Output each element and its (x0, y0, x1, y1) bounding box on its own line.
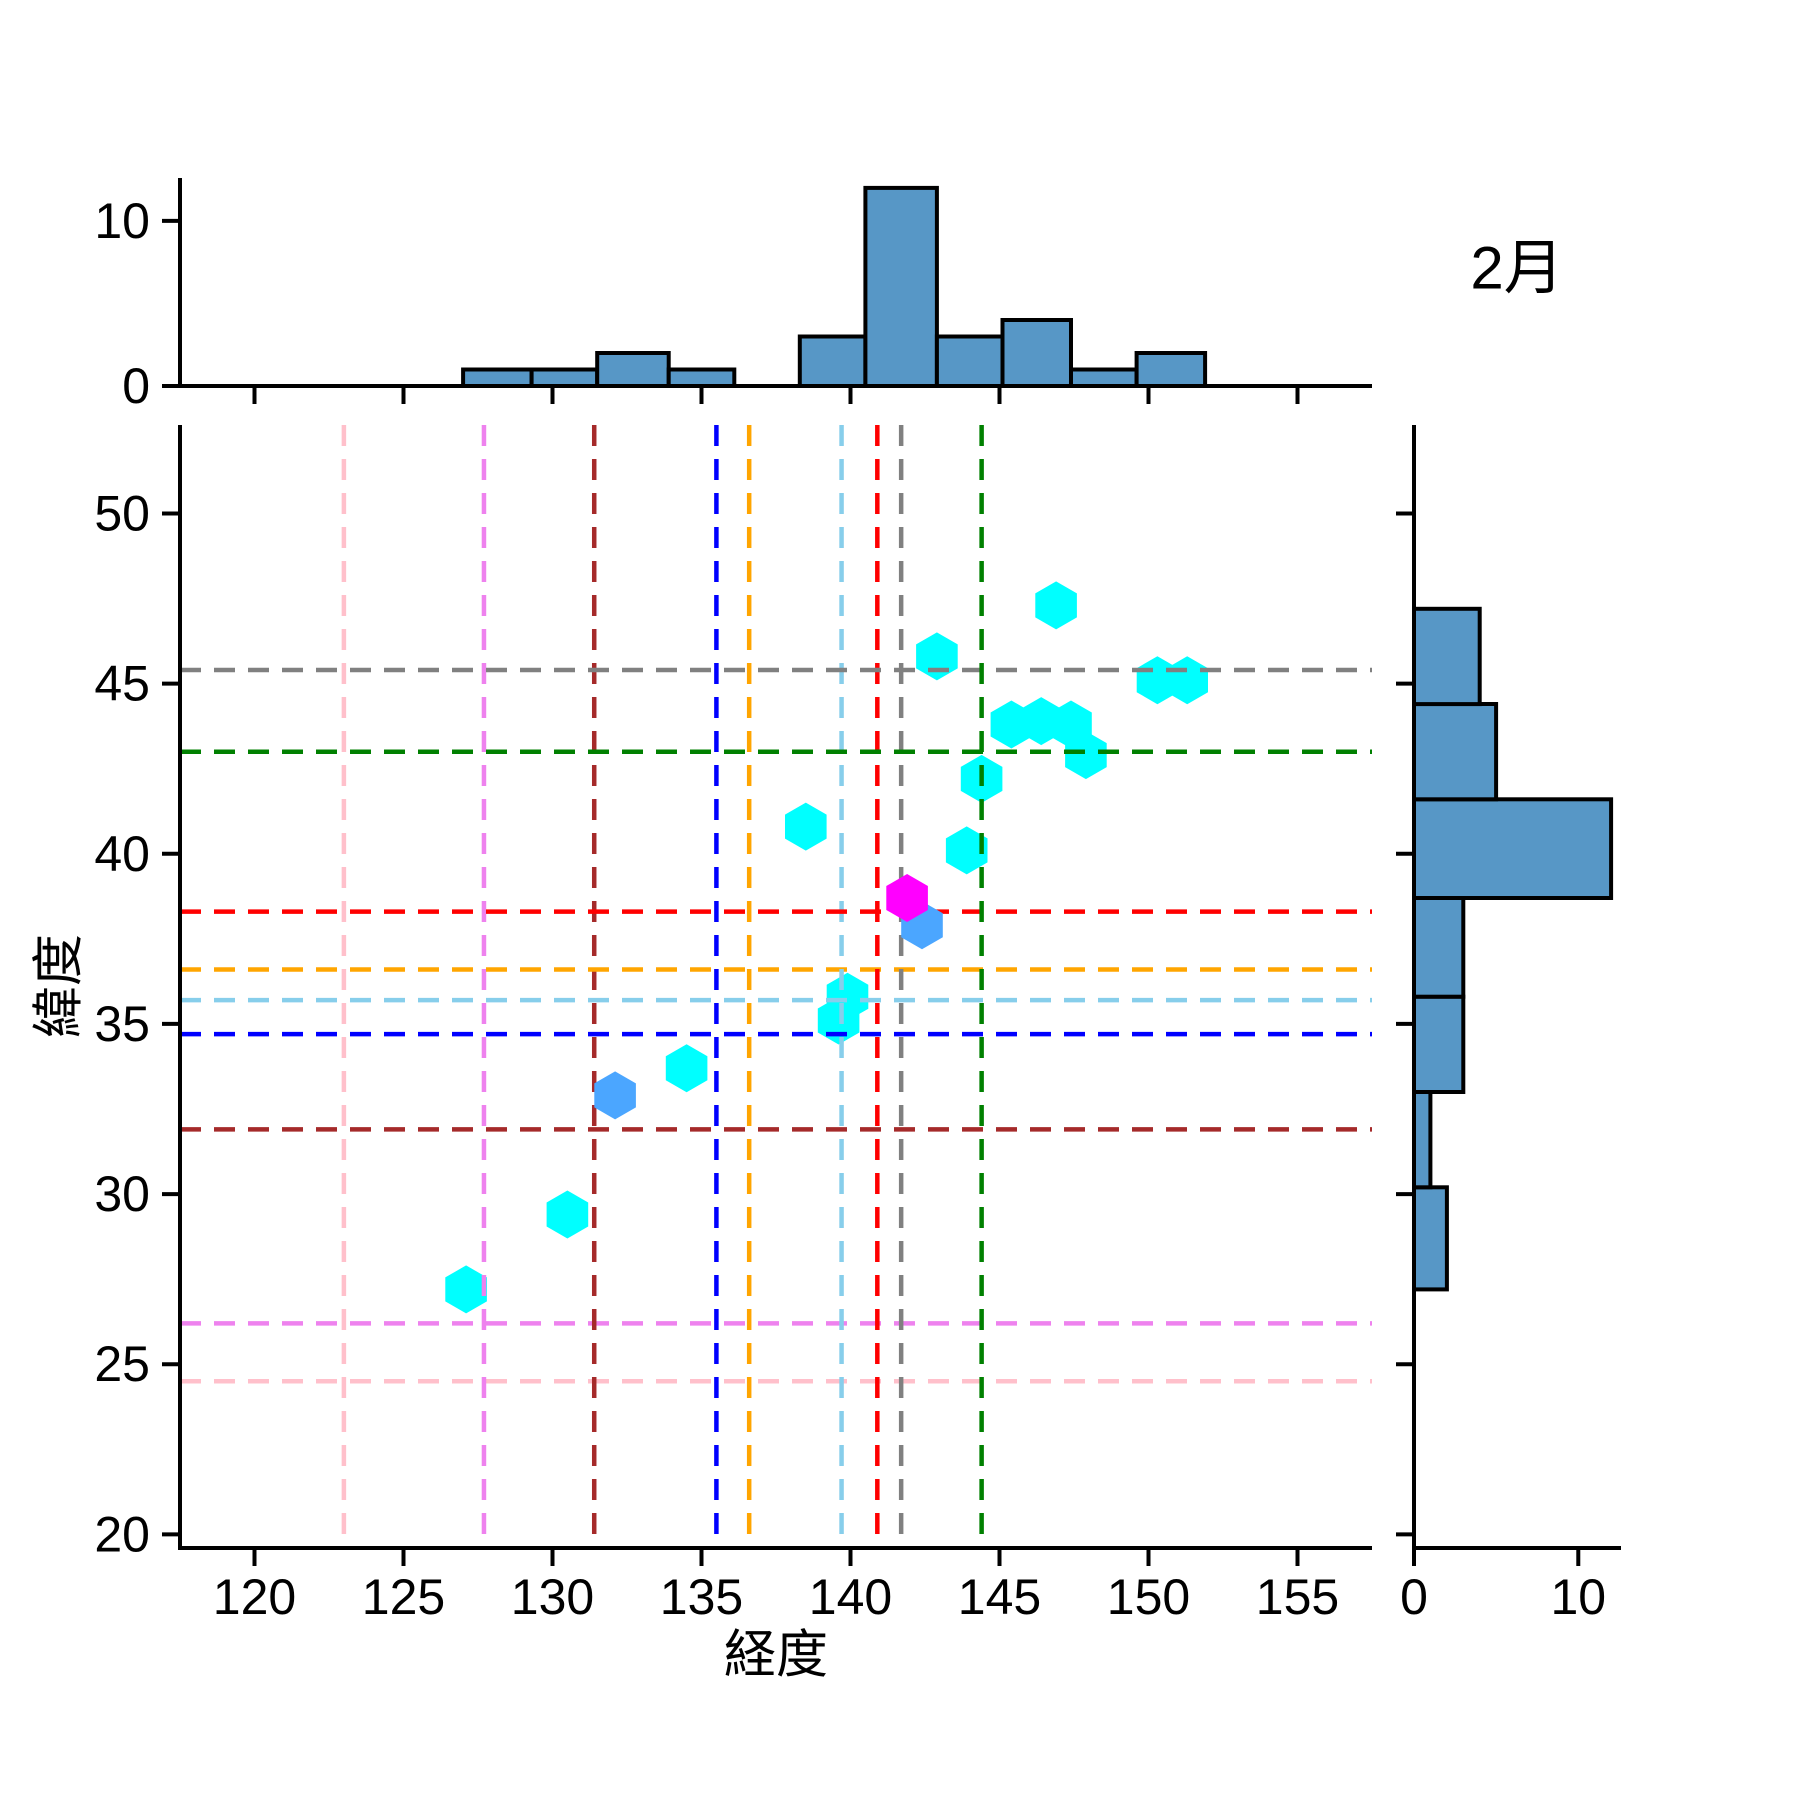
x-tick-label: 140 (809, 1569, 892, 1625)
top-hist-count-tick-label: 0 (122, 358, 150, 414)
y-tick-label: 35 (94, 996, 150, 1052)
top-histogram (461, 185, 1208, 388)
top-histogram-bar (595, 351, 671, 388)
data-point-hexagon (665, 1044, 708, 1093)
reference-lines (180, 425, 1372, 1548)
data-point-hexagon (1065, 731, 1107, 780)
chart-title: 2月 (1470, 234, 1564, 302)
top-histogram-bar (1134, 351, 1208, 388)
right-histogram-bar (1412, 797, 1614, 900)
x-axis-label: 経度 (723, 1626, 829, 1685)
top-histogram-bar (797, 334, 868, 388)
data-point-hexagon (916, 632, 958, 681)
top-hist-count-tick-label: 10 (94, 193, 150, 249)
top-histogram-bar (529, 367, 600, 388)
y-axis-label: 緯度 (30, 933, 89, 1039)
right-histogram-bar (1412, 1090, 1433, 1190)
x-tick-label: 145 (958, 1569, 1041, 1625)
right-histogram-bar (1412, 994, 1466, 1095)
right-hist-count-tick-label: 10 (1550, 1569, 1606, 1625)
right-histogram (1412, 606, 1614, 1292)
x-tick-label: 150 (1107, 1569, 1190, 1625)
top-histogram-bar (461, 367, 534, 388)
y-tick-label: 20 (94, 1506, 150, 1562)
right-histogram-bar (1412, 896, 1466, 999)
data-point-hexagon (945, 826, 988, 875)
y-tick-label: 30 (94, 1166, 150, 1222)
x-tick-label: 125 (362, 1569, 445, 1625)
data-point-hexagon (1166, 656, 1208, 705)
x-tick-label: 130 (511, 1569, 594, 1625)
y-tick-label: 45 (94, 656, 150, 712)
right-histogram-bar (1412, 702, 1499, 802)
top-histogram-bar (666, 367, 737, 388)
y-tick-label: 40 (94, 826, 150, 882)
data-point-hexagon (1035, 581, 1077, 630)
scatter-points-magenta (886, 874, 928, 922)
top-histogram-bar (863, 185, 939, 388)
x-tick-label: 155 (1256, 1569, 1339, 1625)
scatter-points-blue (594, 901, 943, 1120)
data-point-hexagon (785, 802, 827, 851)
right-hist-count-tick-label: 0 (1400, 1569, 1428, 1625)
right-histogram-bar (1412, 1185, 1449, 1292)
top-histogram-bar (1000, 318, 1073, 388)
data-point-hexagon (826, 972, 869, 1021)
data-point-hexagon (594, 1071, 636, 1120)
scatter-points-cyan (445, 581, 1208, 1314)
data-point-hexagon (445, 1265, 487, 1314)
x-tick-label: 135 (660, 1569, 743, 1625)
data-point-hexagon (886, 874, 928, 922)
data-point-hexagon (546, 1190, 589, 1239)
y-tick-label: 25 (94, 1336, 150, 1392)
right-histogram-bar (1412, 606, 1482, 707)
top-histogram-bar (934, 334, 1005, 388)
top-histogram-bar (1069, 367, 1139, 388)
y-tick-label: 50 (94, 485, 150, 541)
x-tick-label: 120 (213, 1569, 296, 1625)
axes: 120 125 130 135 140 145 150 155 20 25 30 35 40 45 50 0 1… (94, 178, 1621, 1625)
